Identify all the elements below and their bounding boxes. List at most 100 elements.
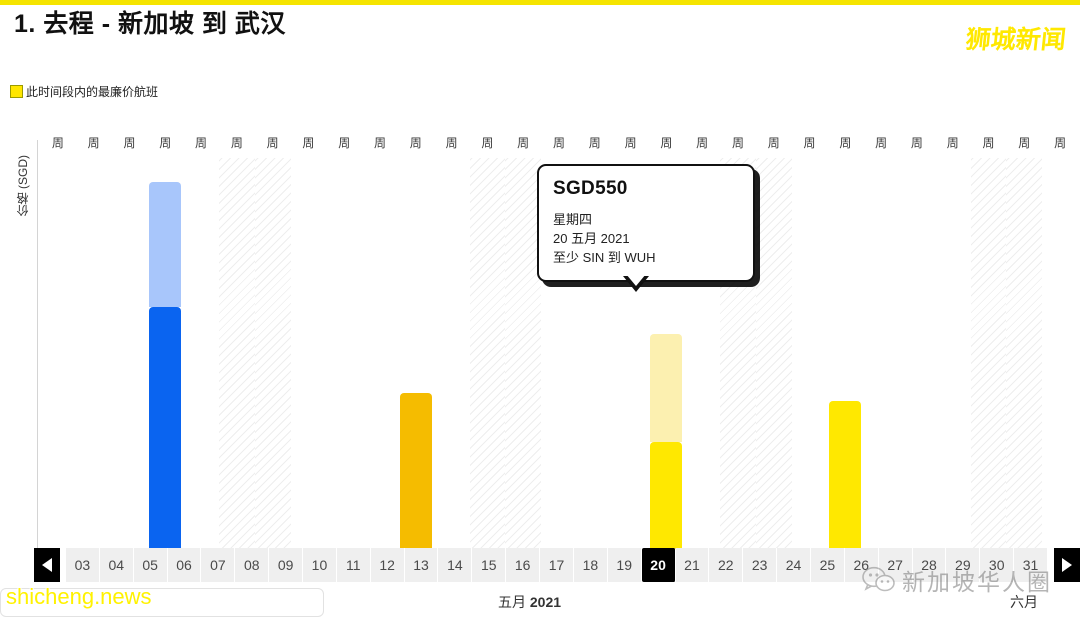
chart-column-05[interactable]: 周	[112, 130, 148, 550]
date-cell-03[interactable]: 03	[66, 548, 100, 582]
date-axis-next-button[interactable]	[1054, 548, 1080, 582]
day-of-week-label: 周	[910, 136, 923, 150]
price-bar-20[interactable]	[650, 334, 683, 550]
weekend-hatch	[755, 158, 792, 550]
chart-column-28[interactable]: 周	[935, 130, 971, 550]
chart-column-27[interactable]: 周	[899, 130, 935, 550]
legend: 此时间段内的最廉价航班	[10, 83, 158, 100]
weekend-hatch	[218, 158, 255, 550]
weekend-hatch	[254, 158, 291, 550]
bar-body	[829, 401, 862, 550]
bar-body	[650, 442, 683, 550]
bar-body	[399, 393, 432, 550]
date-axis[interactable]: 03 04 05 06 07 08 09 10 11 12 13 14 15 16 17 18 19 20 21 22…	[34, 548, 1080, 584]
month-left-name: 五月	[498, 594, 526, 610]
date-cell-11[interactable]: 11	[336, 548, 371, 582]
chart-column-09[interactable]: 周	[254, 130, 291, 550]
day-of-week-label: 周	[839, 136, 852, 150]
day-of-week-label: 周	[481, 136, 494, 150]
date-cell-09[interactable]: 09	[269, 548, 304, 582]
chart-column-26[interactable]: 周	[863, 130, 899, 550]
chevron-left-icon	[42, 558, 52, 572]
chart-column-23[interactable]: 周	[755, 130, 792, 550]
date-cell-30[interactable]: 30	[980, 548, 1015, 582]
brand-watermark: 狮城新闻	[964, 26, 1068, 54]
wechat-icon	[862, 566, 895, 592]
chart-plot-area: 周周周周周周周周周周周周周周周周周周周周周周周周周周周周周	[40, 130, 1078, 550]
chart-column-11[interactable]: 周	[326, 130, 362, 550]
chart-column-25[interactable]: 周	[827, 130, 863, 550]
day-of-week-label: 周	[195, 136, 208, 150]
chart-column-29[interactable]: 周	[970, 130, 1007, 550]
chart-column-08[interactable]: 周	[218, 130, 255, 550]
date-cell-04[interactable]: 04	[99, 548, 134, 582]
chart-column-30[interactable]: 周	[1006, 130, 1043, 550]
chart-column-15[interactable]: 周	[469, 130, 506, 550]
day-of-week-label: 周	[1018, 136, 1031, 150]
day-of-week-label: 周	[696, 136, 709, 150]
day-of-week-label: 周	[302, 136, 315, 150]
weekend-hatch	[1006, 158, 1043, 550]
price-bar-25[interactable]	[829, 401, 862, 550]
day-of-week-label: 周	[552, 136, 565, 150]
price-bar-06[interactable]	[149, 182, 182, 550]
site-watermark: shicheng.news	[6, 584, 152, 609]
date-cell-23[interactable]: 23	[743, 548, 778, 582]
date-cell-20[interactable]: 20	[641, 548, 676, 582]
chart-column-04[interactable]: 周	[76, 130, 112, 550]
date-cell-08[interactable]: 08	[235, 548, 270, 582]
chart-column-07[interactable]: 周	[183, 130, 219, 550]
wechat-watermark: 新加坡华人圈	[862, 563, 1052, 597]
date-cell-18[interactable]: 18	[573, 548, 608, 582]
date-cell-22[interactable]: 22	[709, 548, 744, 582]
date-cell-19[interactable]: 19	[607, 548, 642, 582]
price-bar-13[interactable]	[399, 393, 432, 550]
chart-column-10[interactable]: 周	[291, 130, 327, 550]
chart-column-14[interactable]: 周	[434, 130, 470, 550]
date-cell-14[interactable]: 14	[438, 548, 473, 582]
chart-column-06[interactable]: 周	[147, 130, 183, 550]
weekend-hatch	[505, 158, 542, 550]
date-cell-10[interactable]: 10	[303, 548, 337, 582]
day-of-week-label: 周	[230, 136, 243, 150]
chart-column-16[interactable]: 周	[505, 130, 542, 550]
date-axis-prev-button[interactable]	[34, 548, 61, 582]
date-cell-31[interactable]: 31	[1014, 548, 1048, 582]
day-of-week-label: 周	[660, 136, 673, 150]
chart-column-03[interactable]: 周	[40, 130, 76, 550]
date-cell-21[interactable]: 21	[675, 548, 710, 582]
price-chart: 周周周周周周周周周周周周周周周周周周周周周周周周周周周周周	[0, 130, 1080, 585]
tooltip-weekday: 星期四	[553, 212, 593, 227]
date-cell-12[interactable]: 12	[370, 548, 405, 582]
date-cell-16[interactable]: 16	[506, 548, 541, 582]
chart-column-19[interactable]: 周	[613, 130, 649, 550]
date-cell-28[interactable]: 28	[912, 548, 947, 582]
bar-cap	[149, 182, 182, 307]
date-cell-25[interactable]: 25	[810, 548, 845, 582]
date-cell-15[interactable]: 15	[472, 548, 507, 582]
day-of-week-label: 周	[624, 136, 637, 150]
date-cell-07[interactable]: 07	[201, 548, 236, 582]
chart-column-12[interactable]: 周	[362, 130, 398, 550]
date-cell-06[interactable]: 06	[167, 548, 202, 582]
date-cell-26[interactable]: 26	[844, 548, 879, 582]
date-cell-17[interactable]: 17	[540, 548, 574, 582]
chart-column-21[interactable]: 周	[684, 130, 720, 550]
date-cell-24[interactable]: 24	[777, 548, 811, 582]
chart-column-24[interactable]: 周	[792, 130, 828, 550]
date-cell-13[interactable]: 13	[404, 548, 439, 582]
chart-column-13[interactable]: 周	[398, 130, 434, 550]
month-left-year: 2021	[529, 594, 562, 610]
day-of-week-label: 周	[445, 136, 458, 150]
chart-column-17[interactable]: 周	[541, 130, 577, 550]
day-of-week-label: 周	[517, 136, 530, 150]
top-accent-bar	[0, 0, 1080, 5]
day-of-week-label: 周	[803, 136, 816, 150]
chart-column-31[interactable]: 周	[1042, 130, 1078, 550]
chart-column-18[interactable]: 周	[577, 130, 613, 550]
date-cell-05[interactable]: 05	[133, 548, 168, 582]
y-axis-line	[37, 140, 38, 555]
chart-column-20[interactable]: 周	[648, 130, 684, 550]
date-cell-29[interactable]: 29	[946, 548, 981, 582]
day-of-week-label: 周	[51, 136, 64, 150]
